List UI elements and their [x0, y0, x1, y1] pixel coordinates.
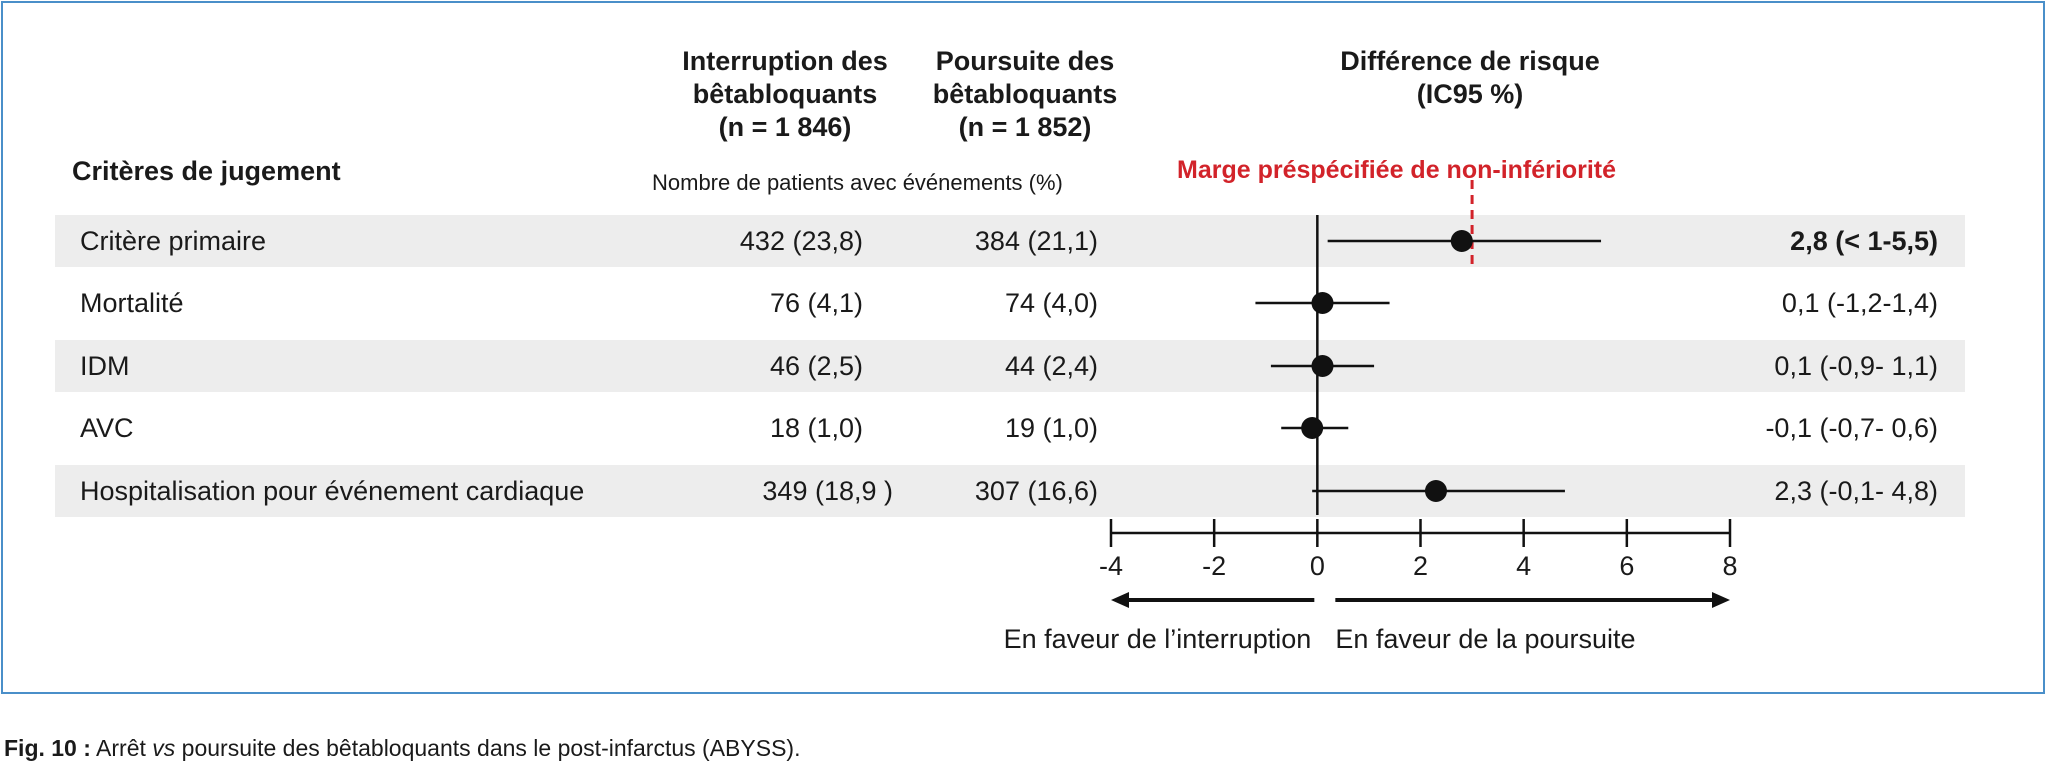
row-ci-text: 0,1 (-1,2-1,4) — [1781, 288, 1938, 318]
row-ci-text: -0,1 (-0,7- 0,6) — [1765, 413, 1938, 443]
row-poursuite-value: 44 (2,4) — [1004, 351, 1098, 381]
header-criteria: Critères de jugement — [72, 156, 341, 186]
figure-caption: Fig. 10 : Arrêt vs poursuite des bêtablo… — [4, 735, 800, 762]
caption-post: poursuite des bêtabloquants dans le post… — [175, 735, 801, 761]
row-interruption-value: 349 (18,9 ) — [762, 476, 893, 506]
row-interruption-value: 76 (4,1) — [769, 288, 863, 318]
row-poursuite-value: 74 (4,0) — [1004, 288, 1098, 318]
row-interruption-value: 432 (23,8) — [739, 226, 863, 256]
estimate-point — [1311, 292, 1334, 314]
row-poursuite-value: 384 (21,1) — [974, 226, 1098, 256]
row-poursuite-value: 19 (1,0) — [1004, 413, 1098, 443]
x-tick-label: 4 — [1516, 551, 1531, 581]
header-difference: Différence de risque (IC95 %) — [1340, 46, 1600, 109]
margin-label: Marge préspécifiée de non-infériorité — [1177, 156, 1616, 184]
caption-label: Fig. 10 : — [4, 735, 91, 761]
x-tick-label: -2 — [1202, 551, 1226, 581]
estimate-point — [1301, 417, 1324, 439]
x-tick-label: -4 — [1099, 551, 1123, 581]
estimate-point — [1311, 355, 1334, 377]
right-arrow-label: En faveur de la poursuite — [1335, 624, 1635, 654]
x-tick-label: 2 — [1413, 551, 1428, 581]
x-tick-label: 6 — [1619, 551, 1634, 581]
estimate-point — [1424, 480, 1447, 502]
figure-frame — [1, 1, 2045, 694]
caption-pre: Arrêt — [96, 735, 153, 761]
row-ci-text: 2,8 (< 1-5,5) — [1790, 226, 1938, 256]
row-ci-text: 2,3 (-0,1- 4,8) — [1774, 476, 1938, 506]
forest-plot: -4 -2 0 2 4 6 8 En faveur de l’interruption En f… — [1004, 180, 1738, 654]
subheader-events: Nombre de patients avec événements (%) — [652, 170, 1063, 195]
row-label: IDM — [80, 351, 130, 381]
left-arrow-label: En faveur de l’interruption — [1004, 624, 1312, 654]
left-arrow-head — [1111, 592, 1129, 608]
row-label: Mortalité — [80, 288, 184, 318]
row-label: AVC — [80, 413, 134, 443]
header-interruption: Interruption des bêtabloquants (n = 1 84… — [682, 46, 888, 142]
row-label: Critère primaire — [80, 226, 267, 256]
header-poursuite: Poursuite des bêtabloquants (n = 1 852) — [932, 46, 1118, 142]
caption-italic: vs — [152, 735, 176, 761]
right-arrow-head — [1712, 592, 1730, 608]
row-ci-text: 0,1 (-0,9- 1,1) — [1774, 351, 1938, 381]
row-band-3 — [55, 340, 1965, 392]
x-tick-label: 8 — [1722, 551, 1737, 581]
row-label: Hospitalisation pour événement cardiaque — [80, 476, 585, 506]
row-interruption-value: 46 (2,5) — [769, 351, 863, 381]
row-band-1 — [55, 215, 1965, 267]
row-band-5 — [55, 465, 1965, 517]
row-interruption-value: 18 (1,0) — [769, 413, 863, 443]
x-tick-label: 0 — [1310, 551, 1325, 581]
row-poursuite-value: 307 (16,6) — [974, 476, 1098, 506]
estimate-point — [1450, 230, 1473, 252]
